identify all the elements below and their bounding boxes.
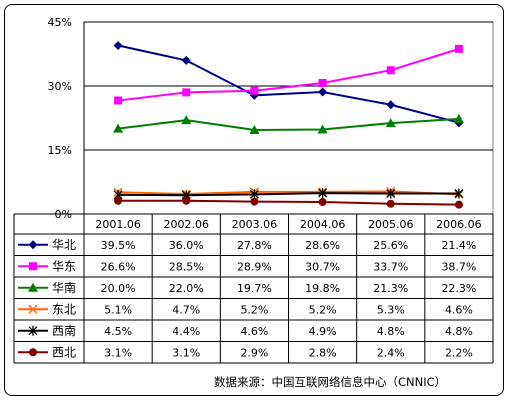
x-tick-label: 2006.06 — [436, 218, 482, 231]
table-cell-value: 3.1% — [172, 346, 200, 359]
table-cell-value: 2.2% — [445, 346, 473, 359]
table-cell-value: 19.7% — [237, 282, 272, 295]
data-point — [385, 118, 396, 128]
table-cell-value: 20.0% — [101, 282, 136, 295]
legend-key-marker — [28, 240, 38, 250]
plot-area — [83, 21, 494, 215]
table-cell-value: 5.2% — [309, 303, 337, 316]
table-cell-value: 28.6% — [305, 239, 340, 252]
x-tick-label: 2004.06 — [300, 218, 346, 231]
table-cell-value: 4.4% — [172, 325, 200, 338]
legend-key-marker — [28, 282, 38, 292]
data-point — [114, 196, 123, 205]
legend-key-marker — [28, 325, 38, 336]
data-point — [113, 123, 124, 133]
legend-label: 西北 — [52, 345, 76, 359]
table-cell-value: 5.2% — [240, 303, 268, 316]
series-line-6 — [118, 199, 459, 206]
legend-key-marker — [28, 304, 38, 314]
data-point — [386, 100, 396, 110]
data-point — [454, 44, 463, 53]
table-cell-value: 28.5% — [169, 260, 204, 273]
legend-key-marker — [29, 262, 37, 271]
table-cell-value: 2.9% — [240, 346, 268, 359]
table-cell-value: 39.5% — [101, 239, 136, 252]
legend-key-marker — [29, 348, 37, 357]
table-cell-value: 27.8% — [237, 239, 272, 252]
data-point — [386, 188, 396, 199]
source-note: 数据来源：中国互联网络信息中心（CNNIC） — [214, 375, 447, 389]
data-point — [318, 198, 327, 207]
data-point — [317, 124, 328, 134]
data-point — [454, 188, 464, 199]
legend-label: 东北 — [52, 302, 76, 316]
table-cell-value: 4.8% — [445, 325, 473, 338]
series-line-1 — [117, 44, 460, 124]
data-point — [318, 87, 328, 97]
table-cell-value: 3.1% — [104, 346, 132, 359]
table-cell-value: 22.3% — [441, 282, 476, 295]
table-cell-value: 4.8% — [377, 325, 405, 338]
legend-label: 华东 — [52, 259, 76, 273]
table-cell-value: 2.8% — [309, 346, 337, 359]
data-point — [318, 79, 327, 88]
table-cell-value: 30.7% — [305, 260, 340, 273]
table-cell-value: 4.6% — [240, 325, 268, 338]
table-cell-value: 4.6% — [445, 303, 473, 316]
data-point — [250, 197, 259, 206]
data-point — [318, 188, 328, 199]
table-cell-value: 2.4% — [377, 346, 405, 359]
data-point — [114, 96, 123, 105]
series-line-2 — [117, 47, 460, 102]
data-point — [453, 113, 464, 123]
data-point — [182, 196, 191, 205]
x-tick-label: 2001.06 — [95, 218, 141, 231]
table-cell-value: 28.9% — [237, 260, 272, 273]
y-tick-label: 45% — [48, 16, 72, 29]
series-line-4 — [118, 190, 459, 196]
table-cell-value: 4.7% — [172, 303, 200, 316]
x-tick-label: 2002.06 — [164, 218, 210, 231]
data-point — [113, 40, 123, 50]
table-cell-value: 5.1% — [104, 303, 132, 316]
legend-label: 华南 — [52, 280, 76, 295]
table-cell-value: 21.4% — [441, 239, 476, 252]
table-cell-value: 38.7% — [441, 260, 476, 273]
data-point — [249, 124, 260, 134]
data-point — [386, 66, 395, 75]
table-cell-value: 4.9% — [309, 325, 337, 338]
x-tick-label: 2005.06 — [368, 218, 414, 231]
series-line-3 — [117, 117, 459, 131]
legend-label: 华北 — [52, 238, 76, 252]
table-cell-value: 19.8% — [305, 282, 340, 295]
table-cell-value: 4.5% — [104, 325, 132, 338]
table-cell-value: 22.0% — [169, 282, 204, 295]
table-cell-value: 26.6% — [101, 260, 136, 273]
table-cell-value: 5.3% — [377, 303, 405, 316]
data-point — [181, 55, 191, 65]
table-cell-value: 21.3% — [373, 282, 408, 295]
data-point — [250, 86, 259, 95]
table-cell-value: 33.7% — [373, 260, 408, 273]
y-tick-label: 30% — [48, 80, 72, 93]
series-line-5 — [118, 192, 459, 197]
data-point — [386, 199, 395, 208]
legend-label: 西南 — [52, 323, 76, 338]
y-tick-label: 15% — [48, 144, 72, 157]
x-tick-label: 2003.06 — [232, 218, 278, 231]
data-point — [181, 115, 192, 125]
data-point — [454, 200, 463, 209]
table-cell-value: 25.6% — [373, 239, 408, 252]
data-point — [182, 88, 191, 97]
table-cell-value: 36.0% — [169, 239, 204, 252]
